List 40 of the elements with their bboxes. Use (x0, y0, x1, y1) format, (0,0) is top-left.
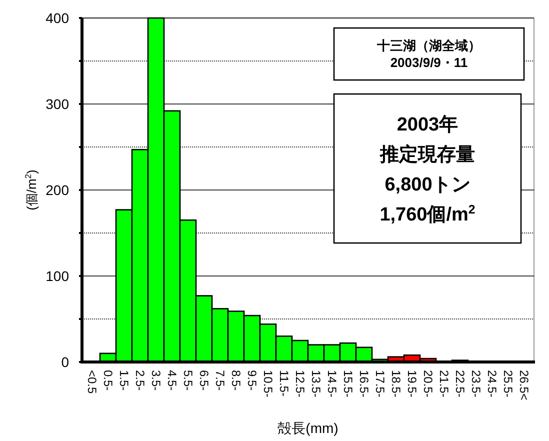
annotation: 1,760個/m$^{2}$ (380, 202, 476, 226)
x-tick-label: 12.5- (293, 370, 307, 398)
x-tick-label: 26.5< (517, 370, 531, 400)
x-tick-label: 2.5- (133, 370, 147, 391)
x-tick-label: <0.5 (85, 370, 99, 394)
x-tick-label: 19.5- (405, 370, 419, 398)
x-tick-label: 6.5- (197, 370, 211, 391)
x-tick-label: 10.5- (261, 370, 275, 398)
x-tick-label: 24.5- (485, 370, 499, 398)
annotation: 十三湖（湖全域） (376, 38, 481, 54)
annotation: 2003年 (396, 114, 458, 136)
annotation: 推定現存量 (379, 143, 475, 166)
annotation: 6,800トン (384, 174, 470, 196)
y-tick-label: 0 (61, 354, 70, 370)
x-tick-label: 17.5- (373, 370, 387, 398)
x-tick-label: 23.5- (469, 370, 483, 398)
x-tick-label: 20.5- (421, 370, 435, 398)
x-tick-label: 21.5- (437, 370, 451, 398)
x-tick-label: 22.5- (453, 370, 467, 398)
x-tick-label: 11.5- (277, 370, 291, 396)
x-tick-label: 13.5- (309, 370, 323, 398)
x-tick-label: 7.5- (213, 370, 227, 391)
y-tick-label: 400 (46, 10, 70, 26)
annotation: 2003/9/9・11 (390, 55, 468, 70)
x-tick-label: 3.5- (149, 370, 163, 391)
y-tick-label: 200 (46, 182, 70, 198)
x-tick-label: 18.5- (389, 370, 403, 398)
x-tick-label: 14.5- (325, 370, 339, 398)
x-axis-title: 殻長(mm) (278, 420, 338, 436)
x-tick-label: 8.5- (229, 370, 243, 391)
y-tick-label: 300 (46, 96, 70, 112)
y-tick-label: 100 (46, 268, 70, 284)
x-tick-label: 1.5- (117, 370, 131, 391)
x-tick-label: 9.5- (245, 370, 259, 391)
x-tick-label: 4.5- (165, 370, 179, 391)
x-tick-label: 0.5- (101, 370, 115, 391)
x-tick-label: 25.5- (501, 370, 515, 398)
x-tick-label: 16.5- (357, 370, 371, 398)
x-tick-label: 15.5- (341, 370, 355, 398)
x-tick-label: 5.5- (181, 370, 195, 391)
